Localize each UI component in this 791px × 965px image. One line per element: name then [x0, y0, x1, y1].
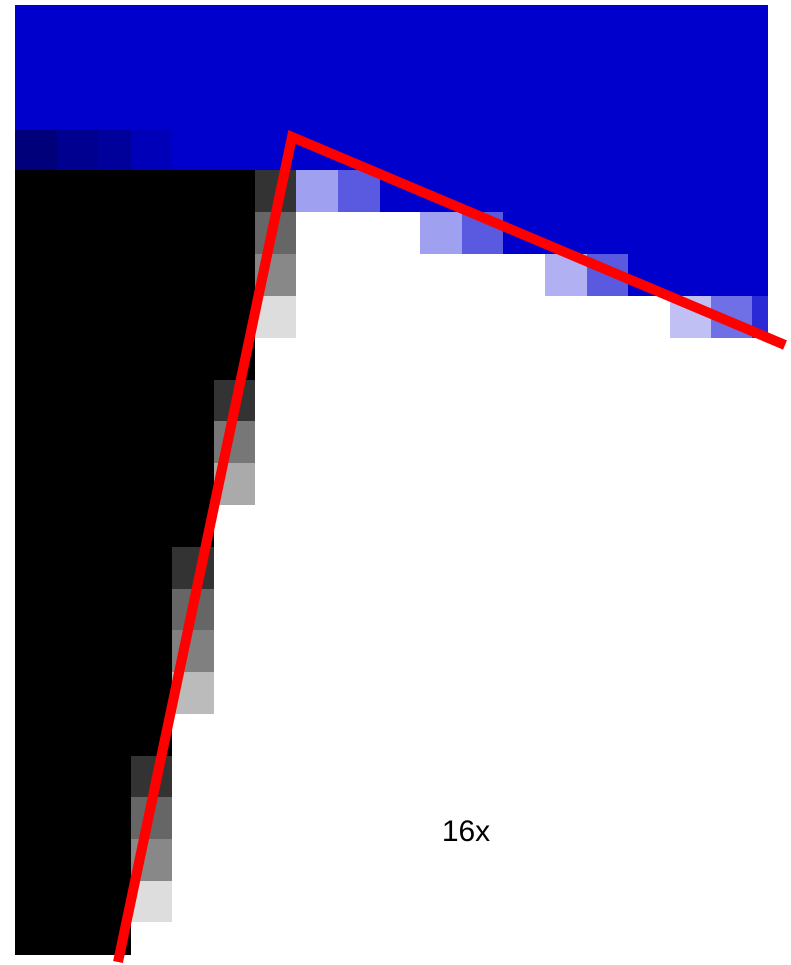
black-area	[15, 170, 255, 380]
edge-pixel	[296, 170, 338, 212]
black-area	[15, 380, 214, 547]
edge-pixel	[420, 212, 462, 254]
zoomed-pixels: 16x	[0, 0, 791, 965]
black-area	[15, 756, 131, 955]
dark-pixel	[98, 130, 131, 170]
black-area	[15, 547, 172, 756]
zoom-label: 16x	[442, 815, 490, 848]
page: {"label": "16x"} 16x (() => { const data…	[0, 0, 791, 965]
dark-pixel	[57, 130, 98, 170]
dark-pixel	[131, 130, 172, 170]
dark-pixel	[15, 130, 57, 170]
blue-area	[380, 170, 768, 212]
